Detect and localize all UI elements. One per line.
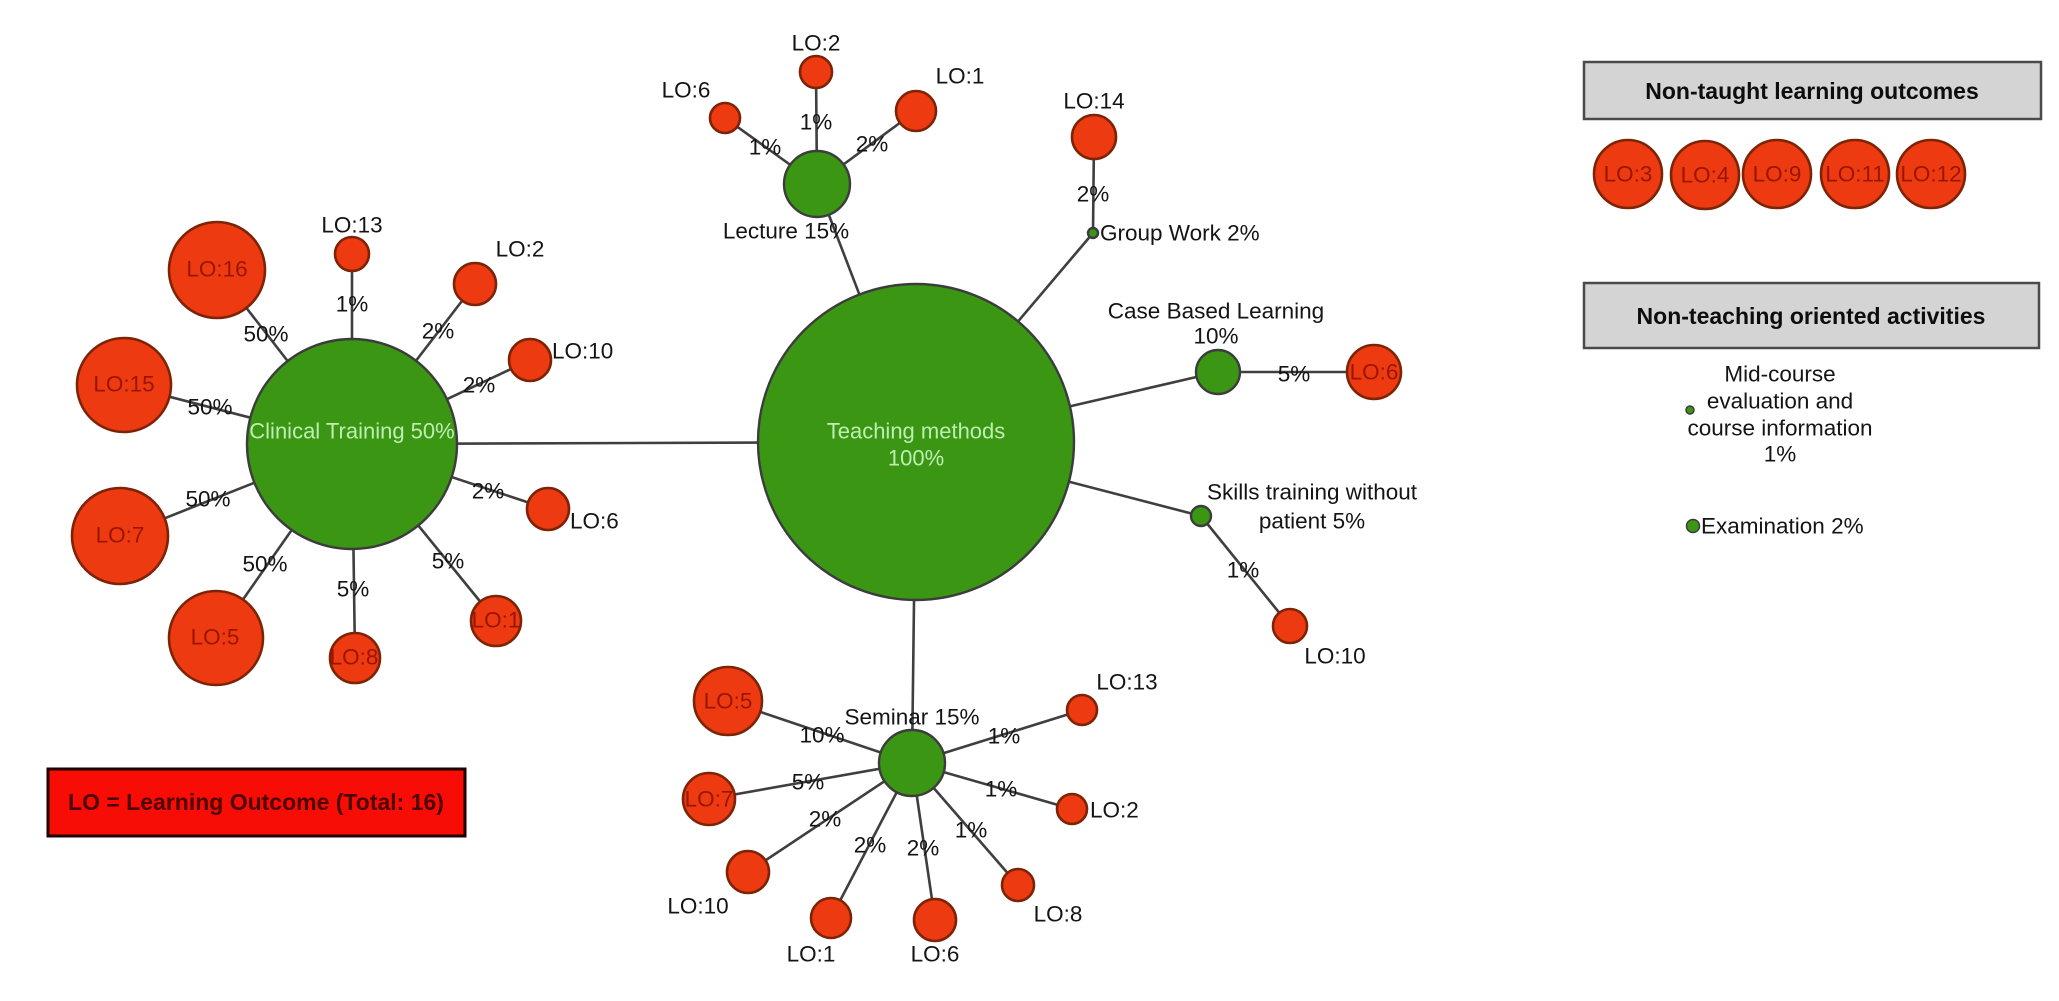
svg-text:10%: 10%: [1193, 324, 1238, 349]
svg-text:LO:2: LO:2: [496, 237, 545, 262]
svg-text:Clinical Training 50%: Clinical Training 50%: [249, 419, 454, 444]
svg-text:2%: 2%: [1077, 182, 1110, 207]
svg-text:1%: 1%: [800, 110, 833, 135]
svg-text:course information: course information: [1687, 416, 1872, 441]
svg-text:Teaching methods: Teaching methods: [827, 419, 1006, 444]
svg-text:2%: 2%: [907, 836, 940, 861]
svg-text:LO:10: LO:10: [1304, 644, 1365, 669]
svg-text:LO:2: LO:2: [1090, 798, 1139, 823]
svg-text:LO:10: LO:10: [552, 339, 613, 364]
svg-text:LO:8: LO:8: [330, 645, 379, 670]
svg-text:2%: 2%: [809, 807, 842, 832]
svg-text:LO:6: LO:6: [911, 942, 960, 967]
svg-text:LO:5: LO:5: [191, 625, 240, 650]
svg-text:2%: 2%: [854, 833, 887, 858]
svg-text:2%: 2%: [856, 132, 889, 157]
svg-text:1%: 1%: [1764, 442, 1797, 467]
svg-text:Mid-course: Mid-course: [1724, 362, 1835, 387]
svg-text:LO:1: LO:1: [472, 608, 521, 633]
svg-text:LO = Learning Outcome (Total:: LO = Learning Outcome (Total: 16): [68, 789, 444, 815]
svg-text:50%: 50%: [187, 395, 232, 420]
svg-text:evaluation and: evaluation and: [1707, 389, 1853, 414]
svg-text:10%: 10%: [799, 723, 844, 748]
svg-text:LO:12: LO:12: [1900, 162, 1961, 187]
svg-text:1%: 1%: [985, 777, 1018, 802]
svg-text:1%: 1%: [336, 292, 369, 317]
svg-text:LO:11: LO:11: [1825, 162, 1885, 187]
svg-text:5%: 5%: [337, 577, 370, 602]
svg-text:LO:10: LO:10: [667, 894, 728, 919]
svg-text:2%: 2%: [463, 373, 496, 398]
svg-text:patient 5%: patient 5%: [1259, 509, 1365, 534]
svg-text:LO:15: LO:15: [93, 372, 154, 397]
svg-text:LO:5: LO:5: [704, 689, 753, 714]
svg-text:LO:13: LO:13: [1096, 670, 1157, 695]
svg-text:1%: 1%: [988, 724, 1021, 749]
svg-text:LO:1: LO:1: [787, 942, 836, 967]
svg-text:100%: 100%: [888, 446, 944, 471]
svg-text:LO:13: LO:13: [321, 213, 382, 238]
svg-text:50%: 50%: [243, 322, 288, 347]
svg-text:LO:6: LO:6: [570, 509, 619, 534]
svg-text:Group Work 2%: Group Work 2%: [1100, 221, 1260, 246]
svg-text:LO:7: LO:7: [96, 523, 145, 548]
svg-text:Case Based Learning: Case Based Learning: [1108, 299, 1324, 324]
svg-text:5%: 5%: [1278, 362, 1311, 387]
svg-text:50%: 50%: [242, 552, 287, 577]
svg-text:LO:8: LO:8: [1034, 902, 1083, 927]
svg-text:LO:1: LO:1: [936, 64, 985, 89]
svg-text:Skills training without: Skills training without: [1207, 480, 1418, 505]
svg-text:LO:14: LO:14: [1063, 89, 1124, 114]
svg-text:LO:9: LO:9: [1753, 162, 1802, 187]
svg-text:2%: 2%: [472, 479, 505, 504]
svg-text:Non-teaching oriented activiti: Non-teaching oriented activities: [1637, 303, 1986, 329]
svg-text:LO:4: LO:4: [1681, 163, 1730, 188]
svg-text:50%: 50%: [185, 487, 230, 512]
svg-text:LO:6: LO:6: [1350, 360, 1399, 385]
svg-text:1%: 1%: [955, 818, 988, 843]
svg-text:LO:16: LO:16: [186, 257, 247, 282]
svg-text:1%: 1%: [749, 135, 782, 160]
svg-text:Lecture 15%: Lecture 15%: [723, 219, 849, 244]
svg-text:LO:2: LO:2: [792, 31, 841, 56]
svg-text:5%: 5%: [432, 549, 465, 574]
svg-text:LO:3: LO:3: [1604, 162, 1653, 187]
svg-text:Seminar 15%: Seminar 15%: [844, 705, 979, 730]
svg-text:5%: 5%: [792, 770, 825, 795]
svg-text:2%: 2%: [422, 319, 455, 344]
svg-text:Examination 2%: Examination 2%: [1701, 514, 1864, 539]
svg-text:LO:6: LO:6: [662, 78, 711, 103]
svg-text:Non-taught learning outcomes: Non-taught learning outcomes: [1645, 78, 1979, 104]
svg-text:1%: 1%: [1227, 558, 1260, 583]
svg-text:LO:7: LO:7: [685, 787, 734, 812]
